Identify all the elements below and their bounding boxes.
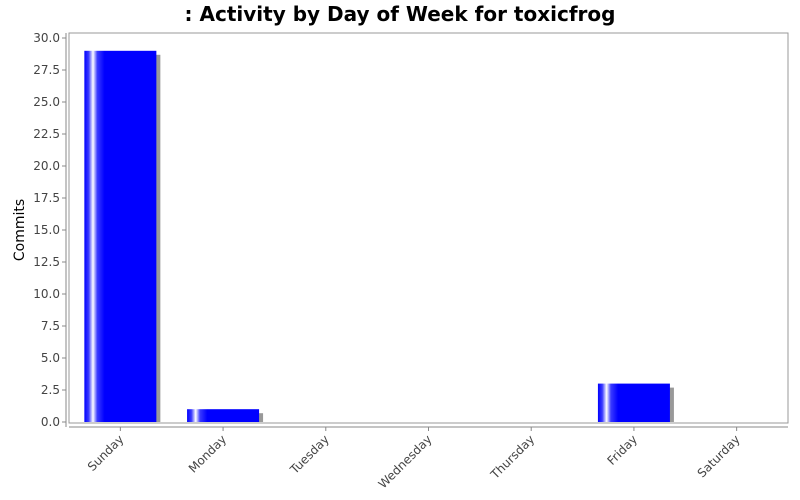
- plot-area: [68, 32, 789, 424]
- x-tick-label: Thursday: [487, 432, 537, 482]
- x-tick-label: Monday: [186, 432, 229, 475]
- x-tick-label: Tuesday: [287, 432, 332, 477]
- chart-title: : Activity by Day of Week for toxicfrog: [184, 2, 616, 26]
- bar-friday: [597, 383, 670, 422]
- y-tick-label: 15.0: [33, 223, 60, 237]
- y-tick-label: 10.0: [33, 287, 60, 301]
- y-tick-label: 7.5: [41, 319, 60, 333]
- y-tick-label: 25.0: [33, 95, 60, 109]
- x-tick-label: Wednesday: [376, 432, 435, 491]
- y-tick-label: 17.5: [33, 191, 60, 205]
- y-tick-label: 0.0: [41, 415, 60, 429]
- x-tick-label: Sunday: [85, 432, 127, 474]
- y-tick-label: 5.0: [41, 351, 60, 365]
- bar-monday: [187, 409, 260, 422]
- y-tick-label: 12.5: [33, 255, 60, 269]
- x-tick-label: Saturday: [695, 432, 743, 480]
- y-tick-label: 27.5: [33, 63, 60, 77]
- y-tick-label: 2.5: [41, 383, 60, 397]
- y-tick-label: 20.0: [33, 159, 60, 173]
- bar-sunday: [84, 50, 157, 423]
- y-axis-title: Commits: [12, 199, 28, 261]
- x-tick-label: Friday: [604, 432, 640, 468]
- y-tick-label: 22.5: [33, 127, 60, 141]
- y-tick-label: 30.0: [33, 31, 60, 45]
